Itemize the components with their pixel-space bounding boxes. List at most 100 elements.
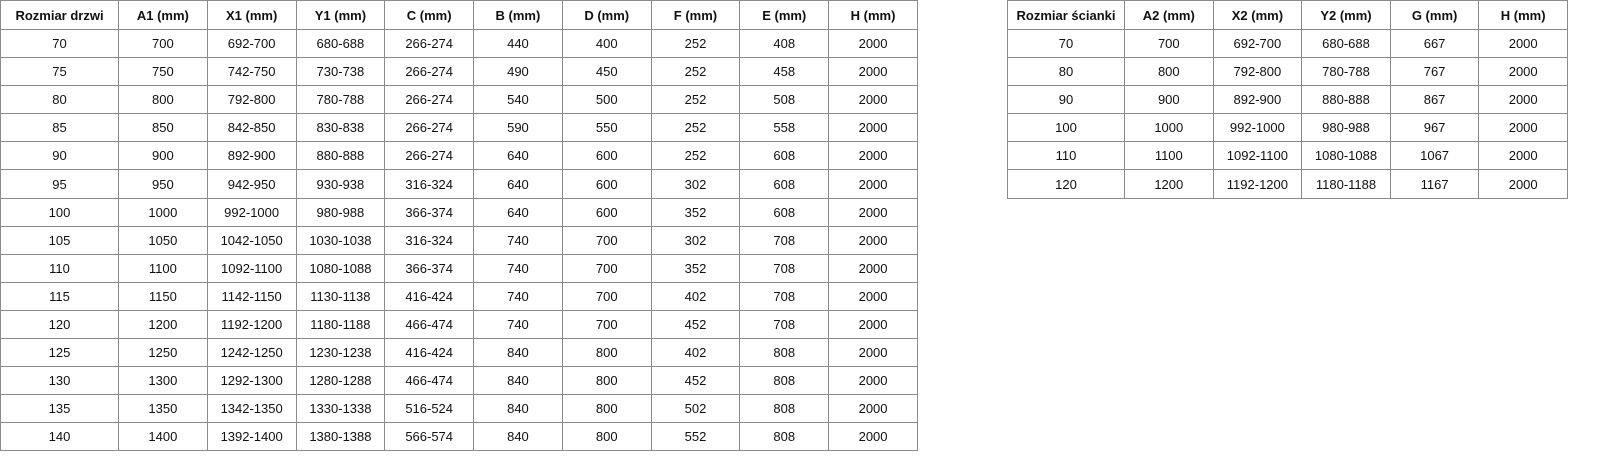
table-cell: 942-950 (206, 169, 297, 199)
table-cell: 840 (473, 366, 563, 396)
table-cell: 115 (0, 281, 119, 311)
table-cell: 316-324 (384, 225, 475, 255)
table-cell: 252 (650, 113, 741, 143)
table-cell: 516-524 (384, 394, 475, 424)
table-cell: 252 (650, 85, 741, 115)
table-cell: 416-424 (384, 338, 475, 368)
table-cell: 120 (1007, 169, 1125, 199)
column-header: X2 (mm) (1212, 0, 1303, 30)
table-cell: 867 (1389, 85, 1480, 115)
table-cell: 1000 (1124, 113, 1214, 143)
table-cell: 100 (0, 197, 119, 227)
table-cell: 2000 (828, 253, 918, 283)
table-cell: 352 (650, 253, 741, 283)
table-cell: 458 (739, 57, 830, 87)
table-cell: 110 (1007, 141, 1125, 171)
table-cell: 1250 (118, 338, 208, 368)
table-cell: 90 (1007, 85, 1125, 115)
table-cell: 2000 (1478, 113, 1568, 143)
table-row: 70 700 692-700 680-688 266-274 440 400 252 408 20… (0, 28, 918, 59)
table-cell: 70 (1007, 28, 1125, 59)
table-cell: 352 (650, 197, 741, 227)
table-cell: 1042-1050 (206, 225, 297, 255)
table-cell: 500 (561, 85, 652, 115)
table-cell: 1200 (118, 309, 208, 340)
table-cell: 2000 (828, 85, 918, 115)
table-cell: 1080-1088 (1301, 141, 1391, 171)
table-cell: 1067 (1389, 141, 1480, 171)
table-row: 105 1050 1042-1050 1030-1038 316-324 740 700 30… (0, 225, 918, 255)
table-cell: 2000 (828, 281, 918, 311)
table-cell: 400 (561, 28, 652, 59)
table-cell: 266-274 (384, 57, 475, 87)
table-cell: 2000 (1478, 28, 1568, 59)
table-cell: 808 (739, 394, 830, 424)
table-cell: 880-888 (295, 141, 386, 171)
table-cell: 740 (473, 225, 563, 255)
table-cell: 1100 (1124, 141, 1214, 171)
door-size-table: Rozmiar drzwi A1 (mm) X1 (mm) Y1 (mm) C (mm)… (0, 0, 918, 452)
table-cell: 700 (561, 309, 652, 340)
column-header: H (mm) (1478, 0, 1568, 30)
table-row: 130 1300 1292-1300 1280-1288 466-474 840 800 45… (0, 366, 918, 396)
table-row: 100 1000 992-1000 980-988 967 2000 (1007, 113, 1568, 143)
table-cell: 767 (1389, 57, 1480, 87)
table-cell: 452 (650, 309, 741, 340)
header-row: Rozmiar drzwi A1 (mm) X1 (mm) Y1 (mm) C (mm)… (0, 0, 918, 30)
table-cell: 140 (0, 422, 119, 452)
table-cell: 808 (739, 366, 830, 396)
table-cell: 1350 (118, 394, 208, 424)
table-cell: 2000 (1478, 169, 1568, 199)
table-cell: 1180-1188 (1301, 169, 1391, 199)
table-row: 125 1250 1242-1250 1230-1238 416-424 840 800 40… (0, 338, 918, 368)
table-cell: 1100 (118, 253, 208, 283)
table-cell: 792-800 (1212, 57, 1303, 87)
table-cell: 700 (561, 281, 652, 311)
table-cell: 110 (0, 253, 119, 283)
table-cell: 680-688 (1301, 28, 1391, 59)
table-row: 135 1350 1342-1350 1330-1338 516-524 840 800 50… (0, 394, 918, 424)
table-cell: 252 (650, 141, 741, 171)
table-cell: 808 (739, 338, 830, 368)
table-cell: 608 (739, 141, 830, 171)
table-cell: 502 (650, 394, 741, 424)
table-cell: 667 (1389, 28, 1480, 59)
table-cell: 440 (473, 28, 563, 59)
table-cell: 252 (650, 28, 741, 59)
table-cell: 2000 (828, 338, 918, 368)
table-cell: 2000 (828, 394, 918, 424)
table-cell: 252 (650, 57, 741, 87)
table-cell: 900 (1124, 85, 1214, 115)
table-cell: 600 (561, 141, 652, 171)
table-cell: 780-788 (295, 85, 386, 115)
column-header: H (mm) (828, 0, 918, 30)
table-cell: 2000 (828, 169, 918, 199)
table-cell: 708 (739, 281, 830, 311)
table-cell: 2000 (828, 309, 918, 340)
table-cell: 2000 (828, 422, 918, 452)
table-cell: 800 (1124, 57, 1214, 87)
table-cell: 608 (739, 197, 830, 227)
table-cell: 590 (473, 113, 563, 143)
table-cell: 1000 (118, 197, 208, 227)
table-cell: 80 (1007, 57, 1125, 87)
table-cell: 130 (0, 366, 119, 396)
table-cell: 550 (561, 113, 652, 143)
table-cell: 402 (650, 281, 741, 311)
column-header: E (mm) (739, 0, 830, 30)
table-cell: 692-700 (206, 28, 297, 59)
table-cell: 800 (561, 366, 652, 396)
table-cell: 266-274 (384, 113, 475, 143)
table-cell: 120 (0, 309, 119, 340)
table-cell: 792-800 (206, 85, 297, 115)
table-row: 110 1100 1092-1100 1080-1088 366-374 740 700 35… (0, 253, 918, 283)
table-cell: 266-274 (384, 85, 475, 115)
table-cell: 1180-1188 (295, 309, 386, 340)
table-row: 90 900 892-900 880-888 266-274 640 600 252 608 20… (0, 141, 918, 171)
column-header: X1 (mm) (206, 0, 297, 30)
table-row: 90 900 892-900 880-888 867 2000 (1007, 85, 1568, 115)
table-cell: 1192-1200 (206, 309, 297, 340)
table-row: 100 1000 992-1000 980-988 366-374 640 600 352 60… (0, 197, 918, 227)
table-cell: 1300 (118, 366, 208, 396)
table-cell: 2000 (1478, 85, 1568, 115)
